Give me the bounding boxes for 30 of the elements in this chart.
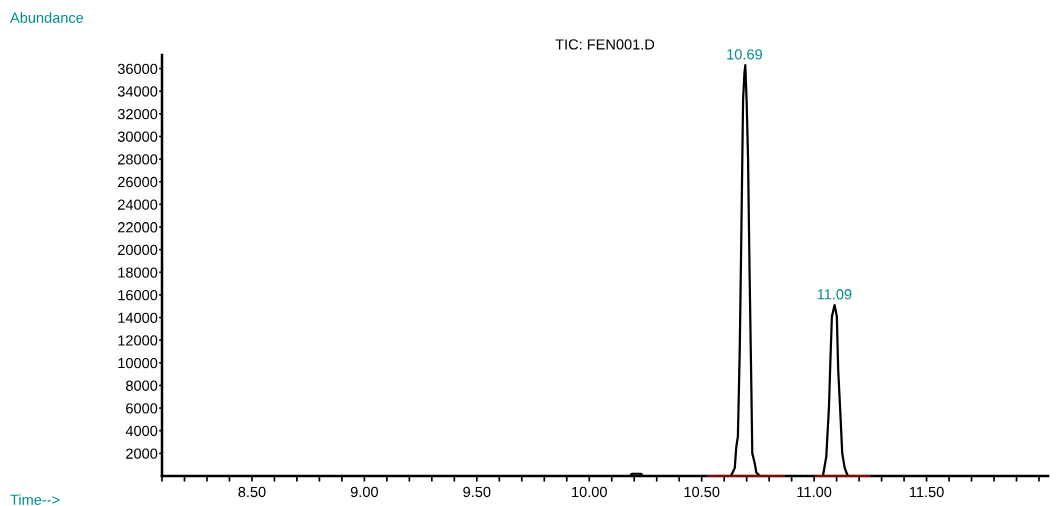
- y-tick-label: 22000: [118, 222, 158, 233]
- x-axis-title: Time-->: [10, 494, 60, 505]
- y-tick-label: 30000: [117, 131, 158, 142]
- x-tick-label: 10.50: [684, 486, 720, 498]
- annotation: 10.69: [727, 49, 762, 60]
- y-tick-label: 36000: [117, 63, 158, 75]
- x-tick-label: 9.00: [350, 486, 379, 498]
- x-tick-label: 11.50: [909, 486, 944, 498]
- x-tick-label: 8.50: [238, 486, 266, 498]
- y-tick-label: 28000: [118, 154, 158, 165]
- y-tick-label: 10000: [118, 357, 158, 369]
- x-tick-label: 9.50: [463, 486, 491, 498]
- y-tick-label: 32000: [117, 108, 158, 120]
- y-tick-label: 4000: [125, 425, 158, 437]
- y-tick-label: 34000: [117, 86, 158, 97]
- y-tick-label: 16000: [118, 290, 158, 301]
- y-tick-label: 14000: [118, 312, 158, 323]
- y-tick-label: 18000: [118, 267, 158, 278]
- y-axis-title: Abundance: [10, 12, 84, 23]
- y-tick-label: 2000: [126, 448, 158, 459]
- y-tick-label: 12000: [118, 335, 158, 346]
- x-tick-label: 11.00: [797, 486, 832, 498]
- x-tick-label: 10.00: [572, 486, 607, 498]
- y-tick-label: 6000: [126, 403, 158, 414]
- y-tick-label: 20000: [118, 244, 158, 256]
- annotation: 11.09: [817, 289, 852, 300]
- chart-title: TIC: FEN001.D: [555, 39, 655, 50]
- y-tick-label: 8000: [126, 380, 158, 391]
- y-tick-label: 24000: [118, 199, 158, 210]
- y-tick-label: 26000: [118, 176, 158, 188]
